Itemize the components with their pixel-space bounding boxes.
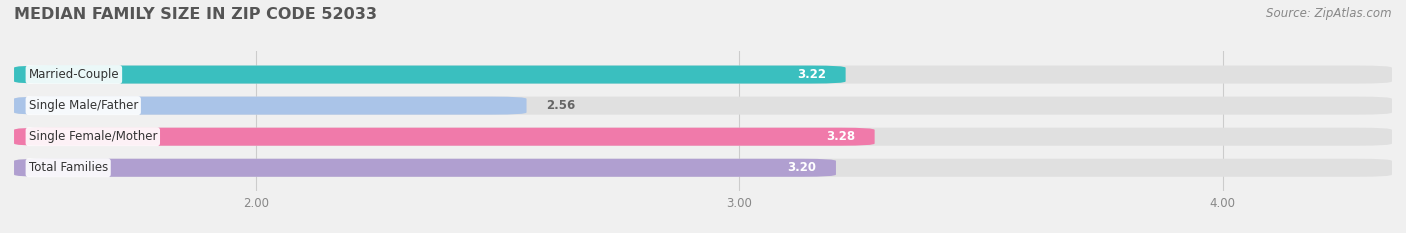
FancyBboxPatch shape xyxy=(14,97,526,115)
Text: Married-Couple: Married-Couple xyxy=(28,68,120,81)
Text: 2.56: 2.56 xyxy=(546,99,575,112)
Text: Single Male/Father: Single Male/Father xyxy=(28,99,138,112)
FancyBboxPatch shape xyxy=(14,159,837,177)
Text: MEDIAN FAMILY SIZE IN ZIP CODE 52033: MEDIAN FAMILY SIZE IN ZIP CODE 52033 xyxy=(14,7,377,22)
FancyBboxPatch shape xyxy=(14,97,1392,115)
Text: 3.20: 3.20 xyxy=(787,161,817,174)
FancyBboxPatch shape xyxy=(14,65,845,84)
FancyBboxPatch shape xyxy=(14,65,1392,84)
Text: Source: ZipAtlas.com: Source: ZipAtlas.com xyxy=(1267,7,1392,20)
Text: 3.28: 3.28 xyxy=(827,130,855,143)
FancyBboxPatch shape xyxy=(14,128,1392,146)
Text: Single Female/Mother: Single Female/Mother xyxy=(28,130,157,143)
Text: Total Families: Total Families xyxy=(28,161,108,174)
Text: 3.22: 3.22 xyxy=(797,68,827,81)
FancyBboxPatch shape xyxy=(14,128,875,146)
FancyBboxPatch shape xyxy=(14,159,1392,177)
